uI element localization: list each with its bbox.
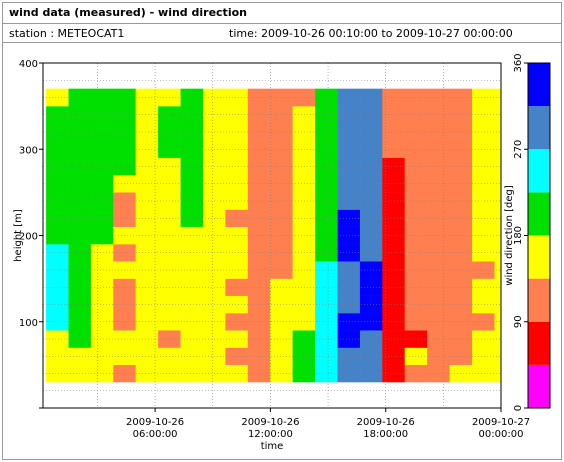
heatmap-cell xyxy=(337,88,361,107)
x-axis-label: time xyxy=(261,441,284,452)
heatmap-cell xyxy=(494,226,502,245)
heatmap-cell xyxy=(494,105,502,124)
colorbar: 0 90 180 270 360 xyxy=(513,53,551,411)
heatmap-cell xyxy=(337,278,361,297)
heatmap-cell xyxy=(494,261,502,279)
heatmap-cell xyxy=(337,330,361,348)
heatmap-cell xyxy=(337,243,361,262)
heatmap-cell xyxy=(494,157,502,176)
heatmap-cell xyxy=(404,157,428,176)
title-bar: wind data (measured) - wind direction xyxy=(3,3,561,24)
x-axis: 2009-10-2606:00:002009-10-2612:00:002009… xyxy=(126,408,530,440)
colorbar-tick-label: 180 xyxy=(513,226,524,245)
x-tick-label: 12:00:00 xyxy=(248,429,293,440)
heatmap-cell xyxy=(337,123,361,141)
heatmap-cell xyxy=(494,364,502,383)
heatmap-cell xyxy=(494,88,502,107)
heatmap-cell xyxy=(404,88,428,107)
heatmap-cell xyxy=(337,312,361,331)
heatmap-cell xyxy=(404,140,428,159)
colorbar-tick-label: 90 xyxy=(513,315,524,328)
heatmap-cell xyxy=(337,261,361,279)
colorbar-swatch xyxy=(528,149,550,193)
heatmap-cell xyxy=(494,192,502,210)
colorbar-label: wind direction [deg] xyxy=(504,185,515,286)
y-tick-label: 400 xyxy=(19,59,38,70)
x-tick-label: 2009-10-26 xyxy=(126,417,184,428)
x-tick-label: 00:00:00 xyxy=(479,429,524,440)
colorbar-swatch xyxy=(528,278,550,322)
heatmap-cell xyxy=(337,192,361,210)
colorbar-swatch xyxy=(528,106,550,150)
heatmap-cell xyxy=(404,209,428,228)
colorbar-swatch xyxy=(528,321,550,365)
heatmap-cell xyxy=(404,105,428,124)
colorbar-tick-label: 270 xyxy=(513,140,524,159)
heatmap-cell xyxy=(494,140,502,159)
heatmap-cell xyxy=(404,261,428,279)
heatmap-cell xyxy=(337,347,361,366)
heatmap-cell xyxy=(337,364,361,383)
heatmap-cell xyxy=(404,278,428,297)
x-tick-label: 2009-10-26 xyxy=(241,417,299,428)
x-tick-label: 18:00:00 xyxy=(363,429,408,440)
heatmap-cell xyxy=(337,226,361,245)
y-tick-label: 200 xyxy=(19,232,38,243)
heatmap-cell xyxy=(404,347,428,366)
colorbar-swatch xyxy=(528,63,550,107)
y-tick-label: 300 xyxy=(19,145,38,156)
heatmap-cells xyxy=(46,88,502,383)
heatmap-cell xyxy=(404,243,428,262)
heatmap-cell xyxy=(404,226,428,245)
colorbar-swatch xyxy=(528,364,550,408)
heatmap-cell xyxy=(337,105,361,124)
x-tick-label: 2009-10-26 xyxy=(357,417,415,428)
heatmap-cell xyxy=(494,123,502,141)
info-bar: station : METEOCAT1 time: 2009-10-26 00:… xyxy=(3,24,561,43)
grid xyxy=(43,63,501,408)
station-label: station : METEOCAT1 xyxy=(9,27,125,40)
heatmap-cell xyxy=(337,209,361,228)
heatmap-cell xyxy=(404,174,428,193)
x-tick-label: 2009-10-27 xyxy=(472,417,530,428)
heatmap-cell xyxy=(404,312,428,331)
time-range-label: time: 2009-10-26 00:10:00 to 2009-10-27 … xyxy=(229,27,513,40)
heatmap-cell xyxy=(404,364,428,383)
y-axis: 100 200 300 400 xyxy=(19,59,43,409)
chart-title: wind data (measured) - wind direction xyxy=(9,6,247,19)
y-axis-label: height [m] xyxy=(13,209,24,262)
colorbar-tick-label: 360 xyxy=(513,53,524,72)
heatmap-cell xyxy=(494,330,502,348)
heatmap-cell xyxy=(494,347,502,366)
heatmap-cell xyxy=(337,157,361,176)
heatmap-cell xyxy=(404,192,428,210)
heatmap-cell xyxy=(337,295,361,314)
colorbar-swatch xyxy=(528,235,550,279)
heatmap-cell xyxy=(494,209,502,228)
heatmap-cell xyxy=(404,295,428,314)
heatmap-cell xyxy=(494,295,502,314)
heatmap-cell xyxy=(404,330,428,348)
heatmap-cell xyxy=(494,243,502,262)
heatmap-cell xyxy=(494,312,502,331)
colorbar-tick-label: 0 xyxy=(513,405,524,411)
x-tick-label: 06:00:00 xyxy=(133,429,178,440)
heatmap-cell xyxy=(494,278,502,297)
heatmap-cell xyxy=(337,174,361,193)
heatmap-cell xyxy=(404,123,428,141)
colorbar-swatch xyxy=(528,192,550,236)
y-tick-label: 100 xyxy=(19,318,38,329)
heatmap-cell xyxy=(494,174,502,193)
heatmap-cell xyxy=(337,140,361,159)
